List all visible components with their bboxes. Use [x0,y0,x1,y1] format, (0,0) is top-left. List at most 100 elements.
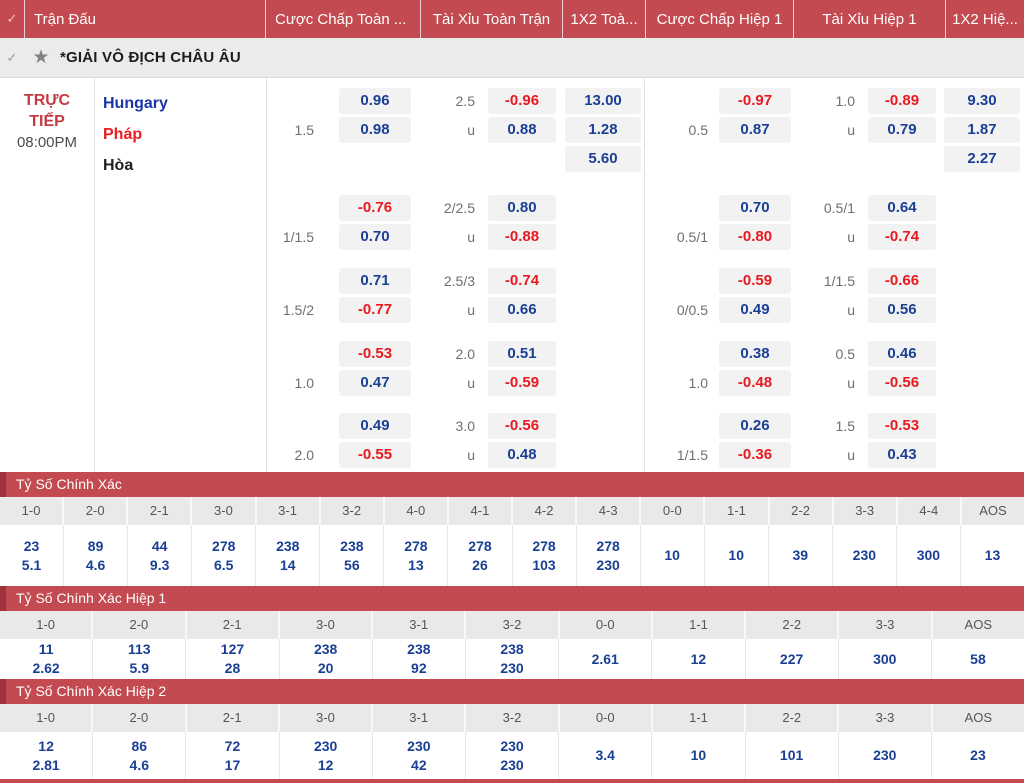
score-odds-cell[interactable]: 230 [839,732,932,779]
score-odds-cell[interactable]: 278 103 [513,525,577,586]
overunder-odds-ft[interactable]: -0.56 [488,413,556,439]
overunder-odds-ft[interactable]: 0.48 [488,442,556,468]
score-odds-cell[interactable]: 278 13 [384,525,449,586]
handicap-odds-ft[interactable]: -0.53 [339,341,411,367]
handicap-odds-h1[interactable]: 0.70 [719,195,791,221]
score-column-header: 3-1 [373,611,467,639]
score-odds-cell[interactable]: 300 [897,525,961,586]
league-row[interactable]: ✓ ★ *GIẢI VÔ ĐỊCH CHÂU ÂU [0,38,1024,78]
handicap-odds-ft[interactable]: 0.96 [339,88,411,114]
overunder-odds-ft[interactable]: -0.96 [488,88,556,114]
handicap-odds-ft[interactable]: 0.49 [339,413,411,439]
handicap-odds-h1[interactable]: -0.80 [719,224,791,250]
handicap-odds-ft[interactable]: -0.76 [339,195,411,221]
overunder-odds-h1[interactable]: 0.79 [868,117,936,143]
score-column-header: 3-1 [373,704,467,732]
score-odds-cell[interactable]: 238 20 [280,639,373,679]
handicap-odds-h1[interactable]: -0.97 [719,88,791,114]
header-col-overunder-h1: Tài Xỉu Hiệp 1 [793,0,945,38]
score-odds-cell[interactable]: 10 [641,525,705,586]
handicap-odds-h1[interactable]: -0.59 [719,268,791,294]
handicap-odds-h1[interactable]: -0.36 [719,442,791,468]
1x2-odds-h1[interactable]: 1.87 [944,117,1020,143]
overunder-odds-h1[interactable]: -0.74 [868,224,936,250]
score-odds-value: 4.6 [85,556,106,573]
overunder-odds-ft[interactable]: 0.80 [488,195,556,221]
overunder-odds-ft[interactable]: 0.66 [488,297,556,323]
handicap-odds-ft[interactable]: 0.70 [339,224,411,250]
score-odds-cell[interactable]: 127 28 [186,639,280,679]
score-odds-cell[interactable]: 11 2.62 [0,639,94,679]
score-odds-cell[interactable]: 10 [652,732,746,779]
1x2-odds-ft[interactable]: 1.28 [565,117,641,143]
1x2-odds-ft[interactable]: 13.00 [565,88,641,114]
score-odds-cell[interactable]: 86 4.6 [93,732,187,779]
overunder-odds-ft[interactable]: 0.51 [488,341,556,367]
score-odds-cell[interactable]: 230 230 [466,732,560,779]
handicap-odds-ft[interactable]: 0.98 [339,117,411,143]
score-column-header: AOS [964,710,993,725]
score-odds-cell[interactable]: 230 [833,525,897,586]
handicap-odds-ft[interactable]: 0.71 [339,268,411,294]
score-odds-cell[interactable]: 238 14 [256,525,321,586]
score-odds-cell[interactable]: 101 [746,732,839,779]
overunder-odds-h1[interactable]: 0.56 [868,297,936,323]
handicap-odds-h1[interactable]: 0.38 [719,341,791,367]
handicap-odds-ft[interactable]: 0.47 [339,370,411,396]
score-odds-cell[interactable]: 89 4.6 [64,525,129,586]
column-divider [94,78,95,472]
odds-row: 1.0 0.47 u -0.59 1.0 -0.48 u -0.56 [266,370,1024,396]
score-odds-cell[interactable]: 72 17 [186,732,280,779]
handicap-odds-h1[interactable]: -0.48 [719,370,791,396]
overunder-odds-h1[interactable]: -0.56 [868,370,936,396]
score-odds-cell[interactable]: 58 [932,639,1024,679]
overunder-line-ft: u [467,229,475,245]
score-odds-cell[interactable]: 3.4 [559,732,653,779]
overunder-odds-h1[interactable]: 0.46 [868,341,936,367]
score-odds-cell[interactable]: 278 6.5 [192,525,257,586]
handicap-odds-ft[interactable]: -0.77 [339,297,411,323]
score-odds-cell[interactable]: 238 230 [466,639,560,679]
overunder-odds-h1[interactable]: -0.66 [868,268,936,294]
score-odds-cell[interactable]: 13 [961,525,1024,586]
overunder-odds-h1[interactable]: 0.64 [868,195,936,221]
select-all-check-icon[interactable]: ✓ [6,11,18,26]
odds-row: 1.5/2 -0.77 u 0.66 0/0.5 0.49 u 0.56 [266,297,1024,323]
score-odds-cell[interactable]: 44 9.3 [128,525,193,586]
score-odds-cell[interactable]: 230 42 [373,732,466,779]
1x2-odds-ft[interactable]: 5.60 [565,146,641,172]
score-odds-cell[interactable]: 12 2.81 [0,732,94,779]
overunder-odds-ft[interactable]: -0.59 [488,370,556,396]
1x2-odds-h1[interactable]: 9.30 [944,88,1020,114]
score-column-header: 2-2 [746,704,840,732]
1x2-odds-ft [565,268,641,294]
overunder-odds-h1[interactable]: 0.43 [868,442,936,468]
overunder-odds-ft[interactable]: -0.88 [488,224,556,250]
overunder-odds-h1[interactable]: -0.89 [868,88,936,114]
score-odds-cell[interactable]: 2.61 [559,639,653,679]
score-odds-cell[interactable]: 230 12 [280,732,373,779]
score-odds-cell[interactable]: 39 [769,525,833,586]
overunder-odds-ft[interactable]: -0.74 [488,268,556,294]
score-odds-cell[interactable]: 238 56 [320,525,385,586]
1x2-odds-h1[interactable]: 2.27 [944,146,1020,172]
score-odds-cell[interactable]: 23 [932,732,1024,779]
handicap-odds-h1[interactable]: 0.87 [719,117,791,143]
score-column-header: 3-3 [834,497,898,525]
score-odds-cell[interactable]: 238 92 [373,639,466,679]
score-odds-cell[interactable]: 300 [839,639,932,679]
overunder-odds-h1[interactable]: -0.53 [868,413,936,439]
score-odds-cell[interactable]: 227 [746,639,839,679]
handicap-odds-ft[interactable]: -0.55 [339,442,411,468]
handicap-odds-h1[interactable]: 0.26 [719,413,791,439]
league-check-icon[interactable]: ✓ [6,49,18,65]
favorite-star-icon[interactable]: ★ [32,47,50,68]
overunder-odds-ft[interactable]: 0.88 [488,117,556,143]
handicap-odds-h1[interactable]: 0.49 [719,297,791,323]
score-odds-cell[interactable]: 278 230 [577,525,641,586]
score-odds-cell[interactable]: 278 26 [448,525,513,586]
score-odds-cell[interactable]: 12 [652,639,746,679]
score-odds-cell[interactable]: 23 5.1 [0,525,65,586]
score-odds-cell[interactable]: 113 5.9 [93,639,187,679]
score-odds-cell[interactable]: 10 [705,525,769,586]
